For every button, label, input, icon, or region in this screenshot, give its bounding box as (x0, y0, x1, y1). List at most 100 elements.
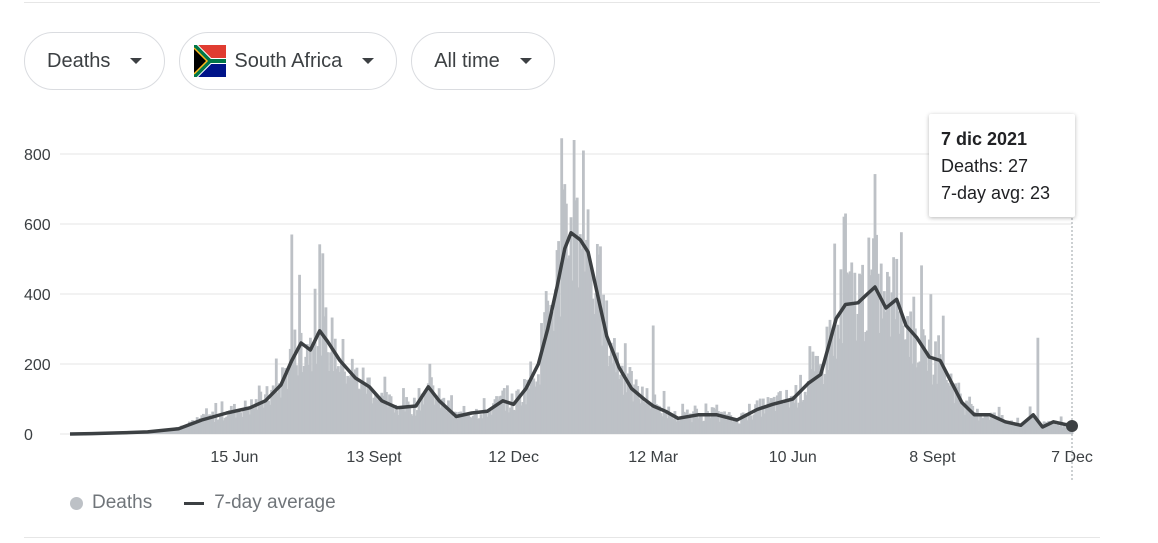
daily-death-bar (777, 392, 781, 434)
daily-death-bar (1027, 417, 1030, 434)
daily-death-bar (732, 417, 736, 434)
daily-death-bar (630, 371, 633, 434)
daily-death-bar (721, 413, 725, 434)
daily-death-bar (212, 421, 216, 434)
daily-death-bar (851, 304, 855, 434)
daily-death-bar (389, 396, 393, 434)
daily-death-bar (1028, 406, 1032, 434)
x-tick-label: 13 Sept (346, 449, 402, 466)
daily-death-bar (895, 258, 899, 434)
daily-death-bar (687, 416, 691, 434)
daily-death-bar (952, 403, 956, 434)
daily-death-bar (696, 418, 700, 434)
daily-death-bar (211, 411, 215, 434)
daily-death-bar (735, 420, 739, 434)
daily-death-bar (575, 197, 579, 434)
daily-death-bar (631, 401, 635, 434)
daily-death-bar (571, 280, 574, 434)
time-range-dropdown[interactable]: All time (411, 32, 555, 90)
daily-death-bar (330, 317, 334, 434)
daily-death-bar (1019, 425, 1023, 434)
daily-death-bar (899, 232, 903, 434)
daily-death-bar (644, 403, 647, 434)
daily-death-bar (727, 412, 731, 434)
daily-death-bar (178, 428, 182, 434)
daily-death-bar (192, 422, 196, 434)
daily-death-bar (667, 406, 671, 434)
daily-death-bar (206, 416, 210, 434)
daily-death-bar (298, 274, 301, 434)
x-tick-label: 8 Sept (909, 449, 956, 466)
daily-death-bar (724, 419, 728, 434)
metric-dropdown[interactable]: Deaths (24, 32, 166, 90)
daily-death-bar (256, 409, 260, 434)
daily-death-bar (233, 403, 236, 434)
daily-death-bar (157, 431, 160, 434)
daily-death-bar (913, 328, 917, 434)
daily-death-bar (371, 403, 374, 434)
daily-death-bar (540, 323, 543, 434)
daily-death-bar (1058, 425, 1061, 434)
daily-death-bar (240, 416, 244, 434)
daily-death-bar (288, 348, 292, 434)
daily-death-bar (740, 413, 744, 434)
daily-death-bar (391, 407, 395, 434)
daily-death-bar (1051, 420, 1055, 434)
bottom-divider (24, 537, 1100, 538)
daily-death-bar (1044, 422, 1048, 434)
daily-death-bar (932, 374, 936, 434)
daily-death-bar (948, 385, 951, 434)
daily-death-bar (535, 381, 539, 434)
daily-death-bar (350, 358, 354, 434)
daily-death-bar (259, 391, 263, 434)
daily-death-bar (955, 387, 959, 434)
daily-death-bar (499, 395, 503, 434)
daily-death-bar (968, 396, 972, 434)
daily-death-bar (353, 369, 357, 434)
daily-death-bar (982, 417, 985, 434)
daily-death-bar (397, 415, 401, 434)
daily-death-bar (918, 361, 922, 434)
daily-death-bar (496, 399, 500, 434)
hover-point (1066, 419, 1078, 432)
y-tick-label: 600 (24, 217, 51, 234)
daily-death-bar (778, 391, 782, 434)
daily-death-bar (974, 412, 978, 434)
daily-death-bar (512, 409, 516, 434)
daily-death-bar (170, 429, 174, 434)
daily-death-bar (723, 411, 726, 434)
daily-death-bar (726, 414, 730, 434)
daily-death-bar (504, 410, 508, 434)
daily-death-bar (338, 372, 342, 434)
daily-death-bar (388, 394, 391, 434)
daily-death-bar (960, 405, 964, 434)
daily-death-bar (658, 405, 661, 434)
daily-death-bar (172, 428, 176, 434)
legend-bars-label: Deaths (92, 492, 153, 513)
daily-death-bar (850, 262, 854, 434)
daily-death-bar (425, 388, 429, 434)
daily-death-bar (478, 418, 481, 434)
daily-death-bar (180, 425, 184, 434)
daily-death-bar (474, 408, 478, 434)
daily-death-bar (564, 203, 568, 434)
daily-death-bar (774, 411, 778, 434)
daily-death-bar (975, 408, 979, 434)
daily-death-bar (828, 319, 832, 434)
daily-death-bar (889, 336, 892, 434)
daily-death-bar (344, 383, 348, 434)
daily-death-bar (591, 298, 595, 434)
daily-death-bar (884, 311, 888, 434)
daily-death-bar (257, 385, 261, 434)
daily-death-bar (718, 421, 722, 434)
daily-death-bar (594, 293, 598, 434)
daily-death-bar (220, 401, 224, 434)
daily-death-bar (440, 398, 444, 434)
daily-death-bar (479, 414, 483, 434)
daily-death-bar (194, 420, 198, 434)
daily-death-bar (516, 389, 520, 434)
daily-death-bar (200, 415, 204, 434)
country-dropdown[interactable]: South Africa (179, 32, 398, 90)
daily-death-bar (907, 356, 911, 434)
